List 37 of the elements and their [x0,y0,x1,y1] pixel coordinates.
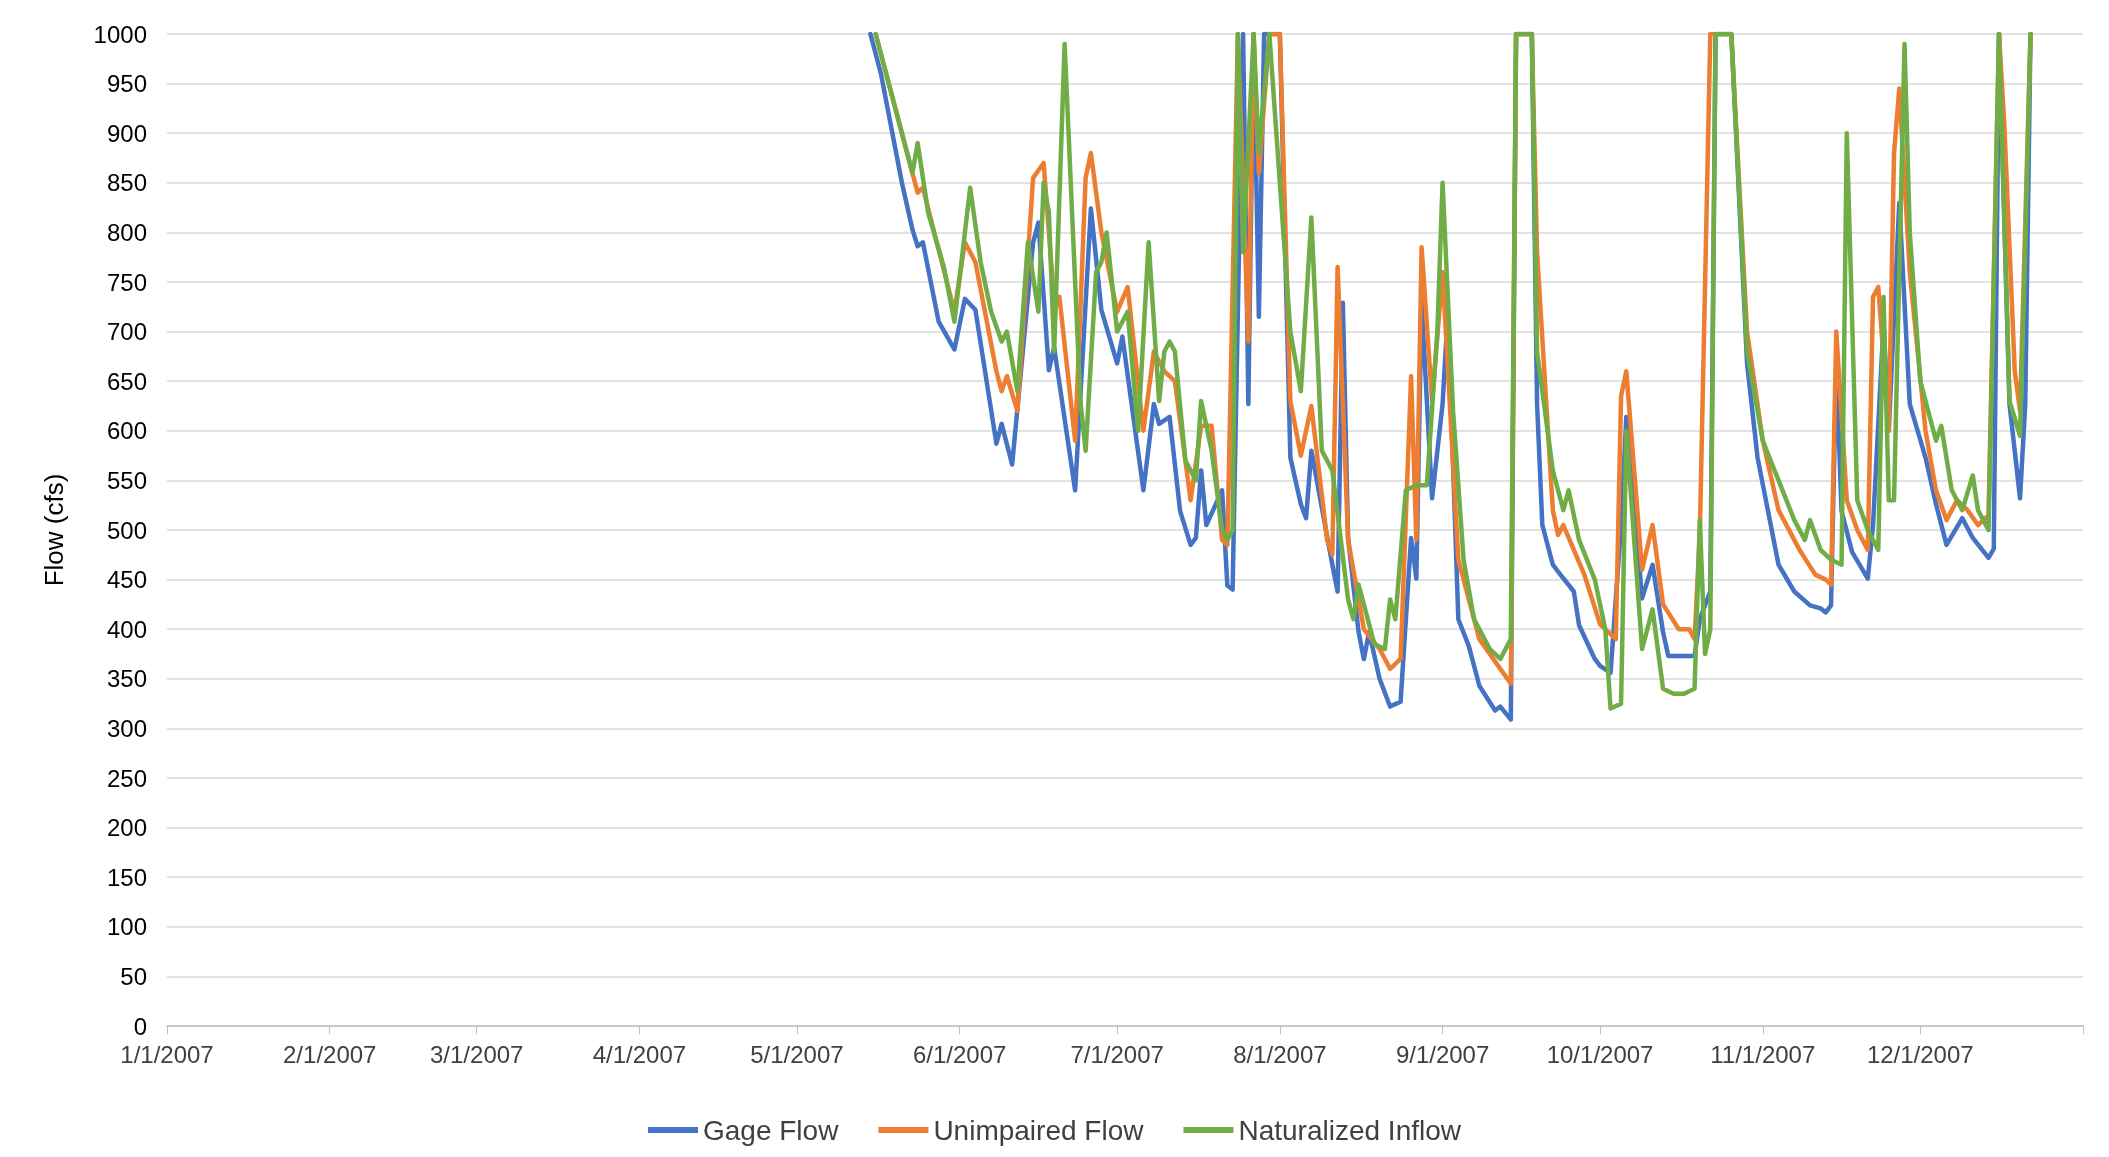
y-tick-label: 800 [106,218,147,246]
y-tick-label: 300 [106,714,147,742]
x-tick-label: 11/1/2007 [1710,1040,1816,1068]
x-tick-label: 10/1/2007 [1546,1040,1654,1068]
y-tick-label: 1000 [93,20,147,48]
y-axis-title: Flow (cfs) [39,473,69,587]
y-tick-label: 200 [106,814,147,842]
y-tick-label: 750 [106,268,147,296]
x-tick-label: 7/1/2007 [1070,1040,1164,1068]
x-tick-label: 9/1/2007 [1395,1040,1490,1068]
x-tick-label: 12/1/2007 [1866,1040,1974,1068]
y-tick-label: 50 [120,962,147,990]
y-tick-label: 900 [106,119,147,147]
x-tick-label: 8/1/2007 [1233,1040,1327,1068]
y-tick-label: 950 [106,70,147,98]
y-tick-label: 100 [106,913,147,941]
y-tick-label: 450 [106,566,147,594]
x-tick-label: 4/1/2007 [592,1040,687,1068]
x-tick-label: 6/1/2007 [912,1040,1007,1068]
y-tick-label: 850 [106,169,147,197]
y-tick-label: 650 [106,367,147,395]
x-tick-label: 2/1/2007 [283,1040,377,1068]
x-tick-label: 3/1/2007 [430,1040,524,1068]
y-tick-label: 150 [106,863,147,891]
x-tick-label: 1/1/2007 [120,1040,214,1068]
y-tick-label: 550 [106,466,147,494]
y-tick-label: 700 [106,318,147,346]
y-tick-label: 400 [106,615,147,643]
y-tick-label: 600 [106,417,147,445]
legend-label: Gage Flow [702,1114,840,1146]
x-tick-label: 5/1/2007 [750,1040,844,1068]
y-tick-label: 0 [133,1012,147,1040]
y-tick-label: 250 [106,764,147,792]
y-tick-label: 500 [106,516,147,544]
y-tick-label: 350 [106,665,147,693]
legend-label: Unimpaired Flow [933,1114,1145,1146]
legend-label: Naturalized Inflow [1238,1114,1462,1146]
